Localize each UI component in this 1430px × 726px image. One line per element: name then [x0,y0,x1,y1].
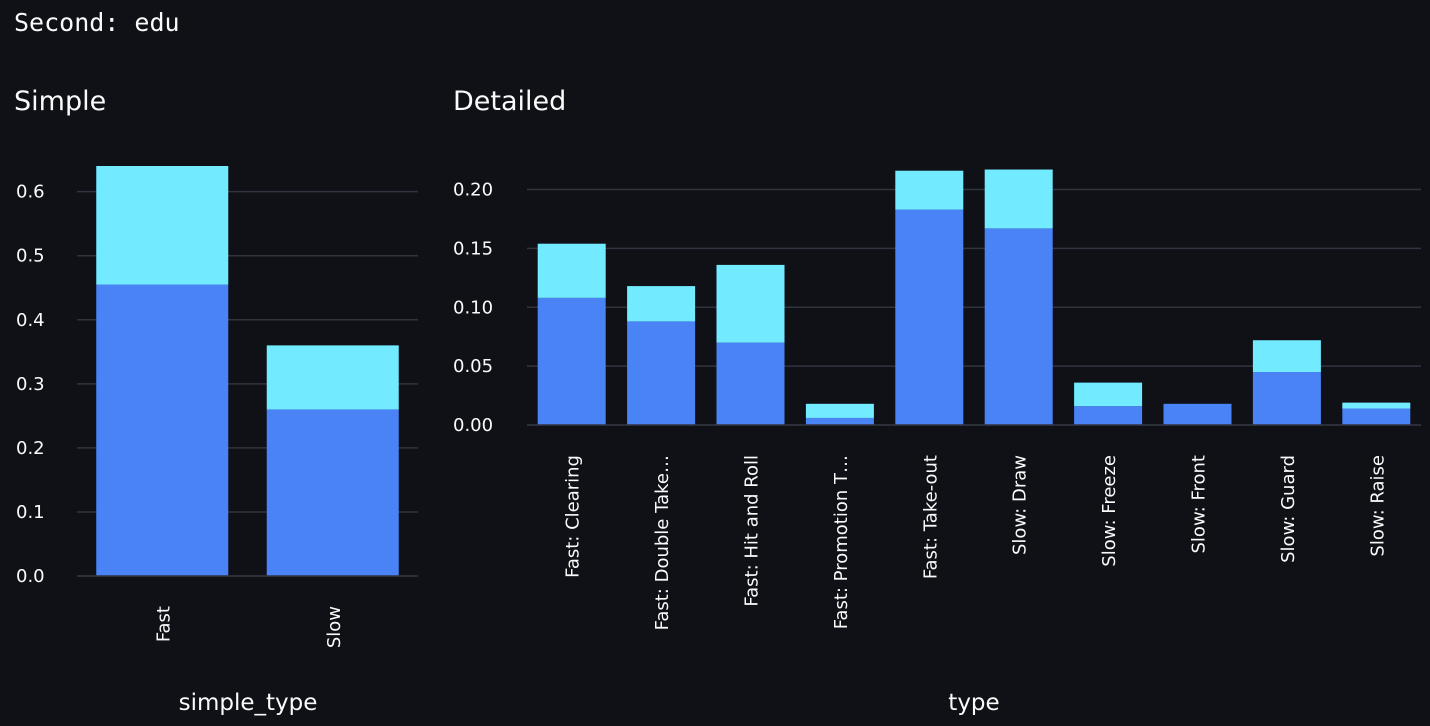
y-tick-label: 0.15 [453,238,493,259]
bar-0 [537,297,606,425]
x-axis-title: simple_type [179,690,318,716]
bar-1 [1342,402,1411,409]
x-tick-label: Fast: Take-out [920,455,941,579]
bar-0 [984,228,1053,425]
bar-0 [805,417,874,425]
y-tick-label: 0.3 [16,374,45,395]
x-tick-label: Fast [153,606,174,642]
bar-1 [1252,340,1321,373]
bar-0 [266,409,399,576]
bar-0 [96,284,229,576]
y-tick-label: 0.6 [16,182,45,203]
y-tick-label: 0.10 [453,297,493,318]
y-tick-label: 0.4 [16,310,45,331]
x-tick-label: Slow [324,606,345,648]
bar-1 [895,170,964,210]
bar-1 [627,286,696,322]
bar-1 [1074,382,1143,407]
page-header: Second: edu [14,8,180,37]
simple-chart: 0.0 0.1 0.2 0.3 0.4 0.5 0.6 Fast Slow simple_type [16,166,418,716]
bar-1 [537,243,606,298]
x-tick-label: Slow: Front [1189,455,1210,554]
bar-1 [716,264,785,343]
simple-chart-title: Simple [14,86,107,117]
y-tick-label: 0.0 [16,566,45,587]
y-tick-label: 0.5 [16,246,45,267]
bar-1 [96,166,229,285]
x-tick-label: Fast: Clearing [563,455,584,578]
bar-1 [266,345,399,410]
x-tick-label: Fast: Double Take… [652,455,673,630]
y-tick-label: 0.2 [16,438,45,459]
y-tick-label: 0.20 [453,180,493,201]
bar-0 [1163,403,1232,425]
bar-0 [1074,406,1143,425]
x-tick-label: Slow: Draw [1010,455,1031,555]
bar-0 [1342,408,1411,425]
y-tick-label: 0.00 [453,415,493,436]
bar-0 [716,342,785,425]
x-tick-label: Slow: Raise [1367,455,1388,557]
bar-1 [984,169,1053,229]
bar-0 [895,209,964,425]
x-tick-label: Fast: Hit and Roll [742,455,763,607]
x-tick-label: Fast: Promotion T… [831,455,852,629]
y-tick-label: 0.1 [16,502,45,523]
bar-0 [627,321,696,425]
y-tick-label: 0.05 [453,356,493,377]
x-tick-label: Slow: Freeze [1099,455,1120,567]
x-axis-title: type [948,690,999,716]
x-tick-label: Slow: Guard [1278,455,1299,563]
detailed-chart-title: Detailed [453,86,567,117]
bar-1 [805,403,874,418]
bar-0 [1252,372,1321,425]
